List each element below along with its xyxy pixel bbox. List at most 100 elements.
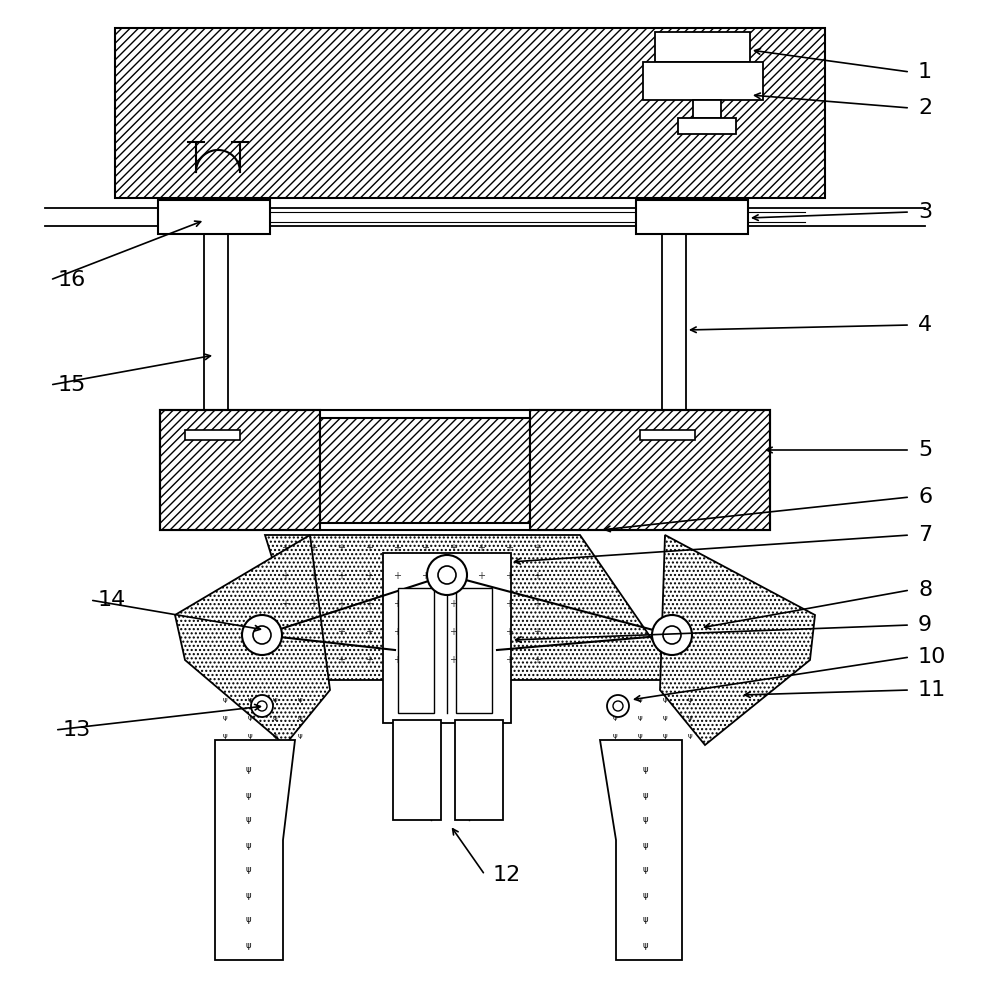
Bar	[640, 430, 695, 440]
Text: +: +	[421, 543, 429, 553]
Text: ψ: ψ	[245, 816, 251, 825]
Bar	[160, 410, 770, 530]
Text: 15: 15	[58, 375, 86, 395]
Polygon shape	[660, 535, 815, 745]
Text: 4: 4	[918, 315, 932, 335]
Text: ψ: ψ	[248, 715, 252, 721]
Text: +: +	[393, 627, 401, 637]
Text: +: +	[421, 571, 429, 581]
Text: +: +	[393, 655, 401, 665]
Bar	[158, 200, 270, 234]
Text: ψ: ψ	[245, 866, 251, 875]
Text: 14: 14	[98, 590, 126, 610]
Text: +: +	[281, 571, 289, 581]
Text: +: +	[505, 627, 513, 637]
Text: ψ: ψ	[688, 697, 692, 703]
Text: +: +	[309, 599, 317, 609]
Text: +: +	[533, 543, 541, 553]
Text: 5: 5	[918, 440, 932, 460]
Text: ψ: ψ	[298, 697, 302, 703]
Text: ψ: ψ	[223, 697, 227, 703]
Text: +: +	[533, 571, 541, 581]
Bar	[115, 28, 825, 198]
Text: ψ: ψ	[642, 866, 648, 875]
Text: +: +	[365, 571, 373, 581]
Text: 13: 13	[63, 720, 91, 740]
Text: ψ: ψ	[642, 790, 648, 799]
Bar	[398, 588, 434, 713]
Text: +: +	[533, 655, 541, 665]
Text: ψ: ψ	[245, 790, 251, 799]
Bar	[655, 32, 750, 62]
Text: 10: 10	[918, 647, 946, 667]
Text: ψ: ψ	[298, 715, 302, 721]
Text: ψ: ψ	[642, 915, 648, 925]
Text: +: +	[365, 599, 373, 609]
Bar	[320, 418, 530, 523]
Text: 8: 8	[918, 580, 932, 600]
Text: +: +	[337, 627, 345, 637]
Circle shape	[242, 615, 282, 655]
Text: ψ: ψ	[248, 733, 252, 739]
Text: ψ: ψ	[642, 891, 648, 899]
Text: +: +	[505, 599, 513, 609]
Text: 9: 9	[918, 615, 932, 635]
Text: ψ: ψ	[248, 697, 252, 703]
Text: +: +	[477, 627, 485, 637]
Text: ψ: ψ	[245, 915, 251, 925]
Text: 11: 11	[918, 680, 946, 700]
Bar	[643, 62, 763, 100]
Text: ψ: ψ	[245, 766, 251, 774]
Polygon shape	[215, 740, 295, 960]
Bar	[160, 410, 320, 530]
Text: 1: 1	[918, 62, 932, 82]
Text: ψ: ψ	[663, 715, 667, 721]
Bar	[693, 100, 721, 118]
Text: +: +	[533, 627, 541, 637]
Text: ψ: ψ	[638, 697, 642, 703]
Circle shape	[652, 615, 692, 655]
Text: +: +	[477, 571, 485, 581]
Bar	[636, 200, 748, 234]
Text: +: +	[477, 599, 485, 609]
Text: ψ: ψ	[273, 715, 277, 721]
Text: 3: 3	[918, 202, 932, 222]
Text: +: +	[309, 543, 317, 553]
Text: +: +	[337, 599, 345, 609]
Text: +: +	[449, 599, 457, 609]
Polygon shape	[600, 740, 682, 960]
Bar	[456, 588, 492, 713]
Text: ψ: ψ	[613, 733, 617, 739]
Text: +: +	[449, 627, 457, 637]
Text: +: +	[505, 571, 513, 581]
Text: ψ: ψ	[663, 697, 667, 703]
Text: ψ: ψ	[613, 697, 617, 703]
Text: ψ: ψ	[642, 840, 648, 849]
Text: ψ: ψ	[663, 733, 667, 739]
Text: +: +	[505, 655, 513, 665]
Text: +: +	[281, 543, 289, 553]
Text: 7: 7	[918, 525, 932, 545]
Text: +: +	[505, 543, 513, 553]
Text: ψ: ψ	[688, 715, 692, 721]
Circle shape	[663, 626, 681, 644]
Text: ψ: ψ	[613, 715, 617, 721]
Text: +: +	[421, 599, 429, 609]
Bar	[185, 430, 240, 440]
Text: +: +	[337, 571, 345, 581]
Text: 2: 2	[918, 98, 932, 118]
Text: ψ: ψ	[638, 715, 642, 721]
Polygon shape	[265, 535, 680, 680]
Bar	[383, 553, 511, 723]
Text: ψ: ψ	[298, 733, 302, 739]
Text: +: +	[365, 655, 373, 665]
Text: ψ: ψ	[245, 941, 251, 950]
Text: +: +	[533, 599, 541, 609]
Text: +: +	[309, 571, 317, 581]
Text: ψ: ψ	[642, 766, 648, 774]
Bar	[678, 118, 736, 134]
Circle shape	[427, 555, 467, 595]
Text: +: +	[337, 543, 345, 553]
Text: +: +	[477, 543, 485, 553]
Text: +: +	[393, 571, 401, 581]
